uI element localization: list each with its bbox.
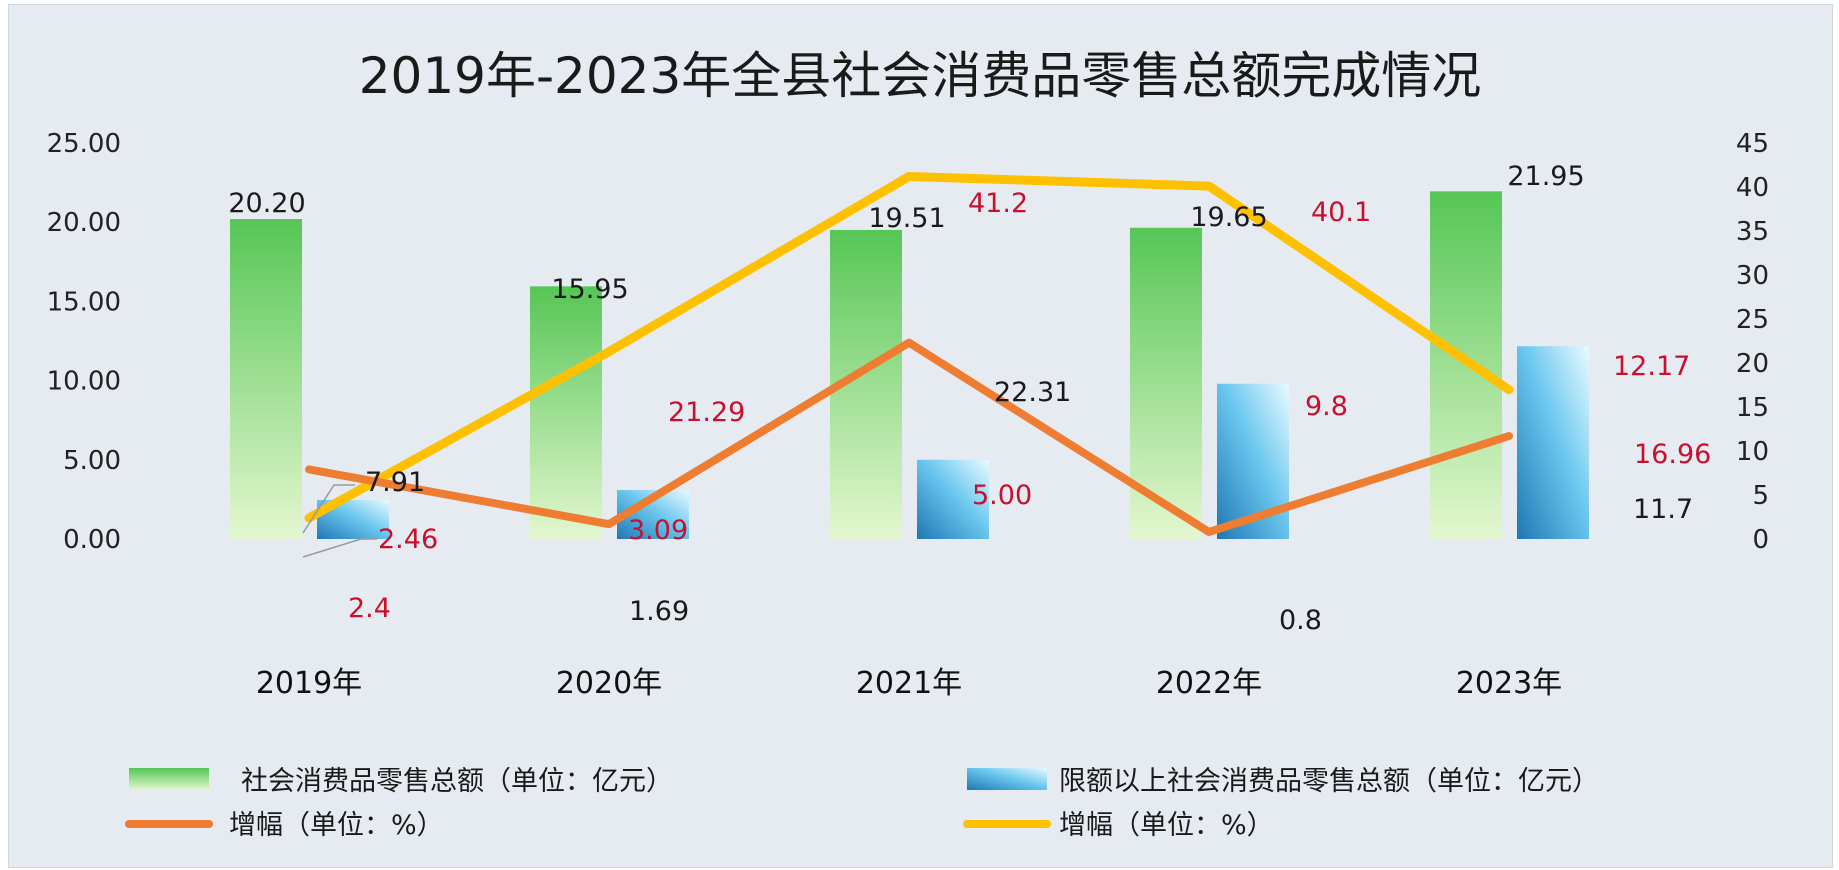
callouts — [302, 484, 377, 558]
category-labels: 2019年 2020年 2021年 2022年 2023年 — [256, 666, 1562, 701]
category-label: 2019年 — [256, 666, 362, 701]
left-tick-label: 25.00 — [47, 129, 121, 159]
right-tick-label: 45 — [1736, 129, 1769, 159]
category-label: 2022年 — [1156, 666, 1262, 701]
legend-label-retail-total: 社会消费品零售总额（单位：亿元） — [241, 766, 673, 797]
label-growth-orange-0: 7.91 — [365, 467, 425, 498]
lines — [304, 171, 1514, 536]
legend-swatch-retail-total — [129, 768, 209, 790]
label-above-quota-0: 2.46 — [378, 524, 438, 555]
right-tick-label: 20 — [1736, 349, 1769, 379]
left-tick-label: 0.00 — [63, 525, 121, 555]
bar-retail-total-0 — [230, 219, 302, 540]
left-tick-label: 5.00 — [63, 446, 121, 476]
chart-title: 2019年-2023年全县社会消费品零售总额完成情况 — [359, 47, 1482, 105]
label-growth-yellow-1: 21.29 — [668, 397, 745, 428]
legend-label-above-quota: 限额以上社会消费品零售总额（单位：亿元） — [1059, 766, 1599, 797]
category-label: 2021年 — [856, 666, 962, 701]
label-retail-total-3: 19.65 — [1190, 202, 1267, 233]
bar-above-quota-4 — [1517, 346, 1589, 539]
right-tick-label: 25 — [1736, 305, 1769, 335]
bar-retail-total-1 — [530, 286, 602, 539]
right-tick-label: 0 — [1752, 525, 1769, 555]
label-growth-orange-2: 22.31 — [994, 377, 1071, 408]
label-growth-yellow-0: 2.4 — [348, 593, 391, 624]
chart-frame: 2019年-2023年全县社会消费品零售总额完成情况 0.00 5.00 10.00… — [8, 4, 1833, 868]
legend: 社会消费品零售总额（单位：亿元） 限额以上社会消费品零售总额（单位：亿元） 增幅（单… — [125, 766, 1599, 841]
label-above-quota-3: 9.8 — [1305, 391, 1348, 422]
data-labels: 20.20 15.95 19.51 19.65 21.95 2.46 3.09 5.00 9.8… — [228, 161, 1711, 636]
label-growth-yellow-3: 40.1 — [1311, 197, 1371, 228]
left-tick-label: 15.00 — [47, 287, 121, 317]
right-axis: 0 5 10 15 20 25 30 35 40 45 — [1736, 129, 1769, 555]
label-retail-total-0: 20.20 — [228, 188, 305, 219]
right-tick-label: 35 — [1736, 217, 1769, 247]
bars — [230, 191, 1589, 540]
right-tick-label: 15 — [1736, 393, 1769, 423]
legend-swatch-above-quota — [967, 768, 1047, 790]
label-growth-yellow-4: 16.96 — [1634, 439, 1711, 470]
right-tick-label: 30 — [1736, 261, 1769, 291]
right-tick-label: 10 — [1736, 437, 1769, 467]
category-label: 2023年 — [1456, 666, 1562, 701]
left-tick-label: 20.00 — [47, 208, 121, 238]
legend-label-growth-orange: 增幅（单位：%） — [229, 810, 444, 841]
legend-label-growth-yellow: 增幅（单位：%） — [1059, 810, 1274, 841]
label-above-quota-1: 3.09 — [628, 515, 688, 546]
label-growth-orange-4: 11.7 — [1633, 494, 1693, 525]
left-tick-label: 10.00 — [47, 367, 121, 397]
label-growth-orange-1: 1.69 — [629, 596, 689, 627]
callout-leader-2.46 — [302, 538, 377, 558]
label-growth-orange-3: 0.8 — [1279, 605, 1322, 636]
label-above-quota-2: 5.00 — [972, 480, 1032, 511]
label-retail-total-2: 19.51 — [868, 203, 945, 234]
line-growth-orange — [305, 338, 1513, 536]
label-above-quota-4: 12.17 — [1613, 351, 1690, 382]
callout-leader-7.91 — [302, 484, 355, 534]
category-label: 2020年 — [556, 666, 662, 701]
right-tick-label: 5 — [1752, 481, 1769, 511]
chart-svg: 2019年-2023年全县社会消费品零售总额完成情况 0.00 5.00 10.00… — [47, 47, 1769, 841]
left-axis: 0.00 5.00 10.00 15.00 20.00 25.00 — [47, 129, 121, 555]
right-tick-label: 40 — [1736, 173, 1769, 203]
bar-above-quota-2 — [917, 459, 989, 539]
label-growth-yellow-2: 41.2 — [968, 188, 1028, 219]
label-retail-total-4: 21.95 — [1507, 161, 1584, 192]
label-retail-total-1: 15.95 — [551, 274, 628, 305]
line-growth-yellow — [304, 171, 1514, 523]
